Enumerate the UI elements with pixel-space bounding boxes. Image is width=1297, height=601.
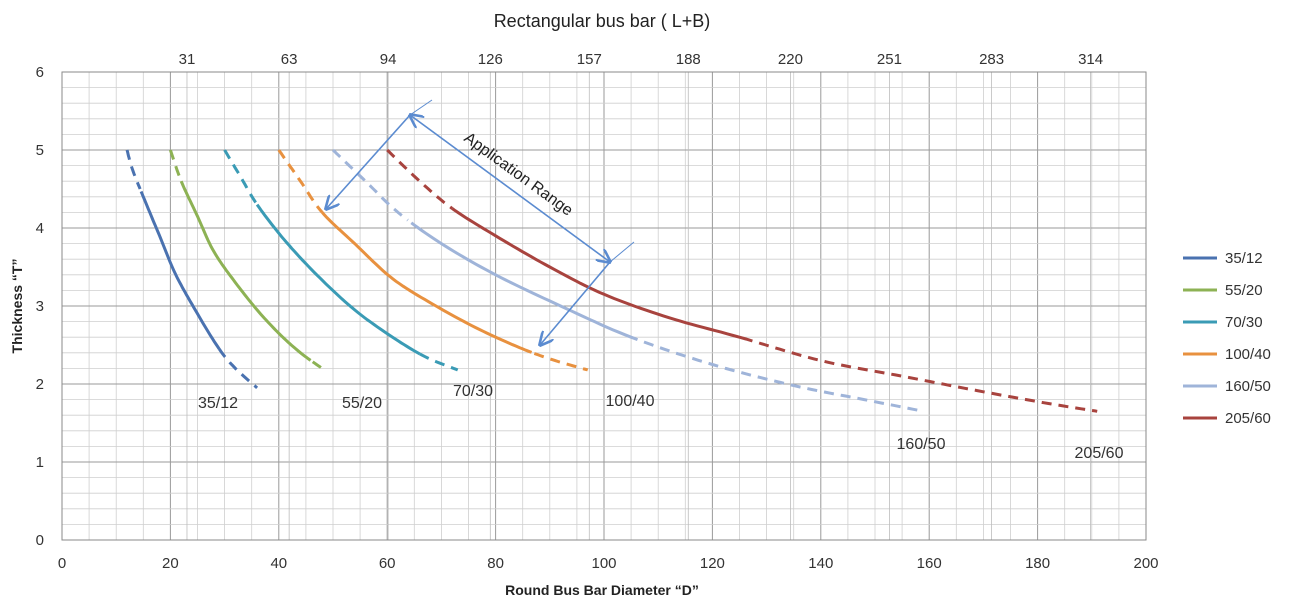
- series-line-dashed-end: [217, 348, 259, 390]
- top-tick-label: 251: [877, 51, 902, 68]
- series-line-dashed-end: [419, 352, 459, 372]
- curve-label: 100/40: [606, 393, 655, 410]
- curve-label: 205/60: [1075, 445, 1124, 462]
- series-line-solid: [179, 180, 312, 362]
- legend-entry: 100/40: [1225, 346, 1271, 363]
- x-tick-label: 200: [1133, 555, 1158, 572]
- series-line-dashed-end: [758, 341, 1098, 413]
- y-tick-label: 5: [36, 142, 44, 159]
- x-tick-label: 180: [1025, 555, 1050, 572]
- series-line-dashed-start: [168, 149, 183, 182]
- top-tick-label: 94: [380, 51, 397, 68]
- range-end-tick: [609, 241, 635, 263]
- top-tick-label: 63: [281, 51, 298, 68]
- chart-axes: 0 20 40 60 80 100 120 140 160 180 200 0 1 2 3 4 5 6 31 63 94…: [36, 51, 1159, 572]
- top-tick-label: 157: [577, 51, 602, 68]
- top-tick-label: 126: [478, 51, 503, 68]
- curve-label: 160/50: [897, 436, 946, 453]
- top-tick-label: 220: [778, 51, 803, 68]
- range-start-arrow: [326, 114, 411, 209]
- top-tick-label: 314: [1078, 51, 1103, 68]
- y-tick-label: 6: [36, 64, 44, 81]
- chart-grid: [61, 71, 1147, 541]
- top-tick-label: 31: [179, 51, 196, 68]
- x-tick-label: 20: [162, 555, 179, 572]
- curve-label: 35/12: [198, 395, 238, 412]
- chart-legend: 35/12 55/20 70/30 100/40 160/50 205/60: [1183, 250, 1271, 427]
- top-tick-label: 188: [676, 51, 701, 68]
- top-axis-title: Rectangular bus bar ( L+B): [494, 11, 711, 31]
- y-tick-label: 0: [36, 532, 44, 549]
- series-line-solid: [321, 211, 533, 354]
- curve-label: 70/30: [453, 383, 493, 400]
- series-line-dashed-start: [331, 148, 409, 222]
- x-tick-label: 0: [58, 555, 66, 572]
- legend-entry: 55/20: [1225, 282, 1263, 299]
- series-line-dashed-start: [223, 149, 259, 206]
- x-tick-label: 40: [270, 555, 287, 572]
- y-axis-title: Thickness “T”: [9, 259, 25, 354]
- legend-entry: 70/30: [1225, 314, 1263, 331]
- y-tick-label: 4: [36, 220, 44, 237]
- x-tick-label: 120: [700, 555, 725, 572]
- y-tick-label: 2: [36, 376, 44, 393]
- series-line-dashed-end: [643, 340, 925, 413]
- x-tick-label: 100: [591, 555, 616, 572]
- range-end-arrow: [540, 261, 611, 345]
- top-tick-label: 283: [979, 51, 1004, 68]
- x-tick-label: 80: [487, 555, 504, 572]
- series-line-dashed-start: [386, 148, 454, 210]
- y-tick-label: 1: [36, 454, 44, 471]
- series-line-dashed-end: [533, 352, 589, 372]
- series-line-dashed-start: [277, 149, 324, 214]
- series-line-solid: [139, 190, 221, 350]
- x-tick-label: 140: [808, 555, 833, 572]
- series-line-solid: [255, 203, 421, 356]
- range-start-tick: [409, 99, 433, 116]
- legend-entry: 205/60: [1225, 410, 1271, 427]
- legend-entry: 35/12: [1225, 250, 1263, 267]
- x-tick-label: 60: [379, 555, 396, 572]
- application-range-label: Application Range: [461, 129, 576, 219]
- x-axis-title: Round Bus Bar Diameter “D”: [505, 582, 699, 598]
- application-range-annotation: [326, 99, 635, 345]
- plot-area-border: [61, 71, 1147, 541]
- application-range-arrow: [410, 115, 610, 262]
- series-line-dashed-start: [125, 149, 142, 190]
- y-tick-label: 3: [36, 298, 44, 315]
- legend-entry: 160/50: [1225, 378, 1271, 395]
- x-tick-label: 160: [917, 555, 942, 572]
- curve-label: 55/20: [342, 395, 382, 412]
- series-line-dashed-end: [311, 360, 324, 370]
